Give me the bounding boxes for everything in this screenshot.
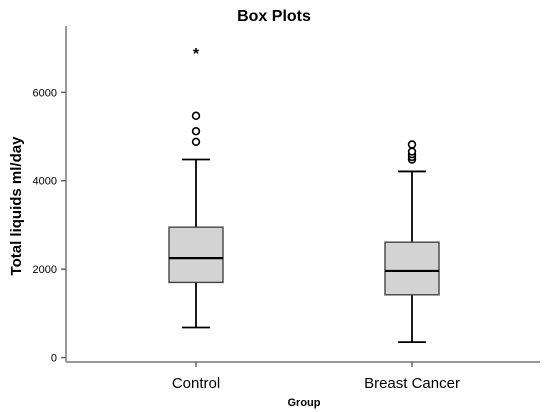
y-tick-label: 2000 <box>33 264 57 276</box>
plot-area: * <box>168 46 440 344</box>
y-tick-label: 6000 <box>33 87 57 99</box>
y-tick-label: 0 <box>51 353 57 365</box>
x-tick-label: Control <box>172 375 220 392</box>
outlier-point <box>407 140 417 149</box>
outlier-point <box>407 147 417 156</box>
extreme-point: * <box>193 46 200 63</box>
x-tick-label: Breast Cancer <box>364 375 460 392</box>
outlier-point <box>191 127 201 136</box>
outlier-point <box>191 137 201 147</box>
chart-title: Box Plots <box>237 8 311 25</box>
iqr-box <box>168 226 224 284</box>
outlier-point <box>191 111 201 120</box>
iqr-box <box>384 241 440 296</box>
box-group-breast-cancer <box>384 140 440 344</box>
axes: 0 2000 4000 6000 Control Breast Cancer <box>33 26 540 392</box>
y-tick-label: 4000 <box>33 176 57 188</box>
x-axis-label: Group <box>288 397 321 409</box>
box-group-control: * <box>168 46 224 329</box>
y-axis-label: Total liquids ml/day <box>8 136 25 276</box>
